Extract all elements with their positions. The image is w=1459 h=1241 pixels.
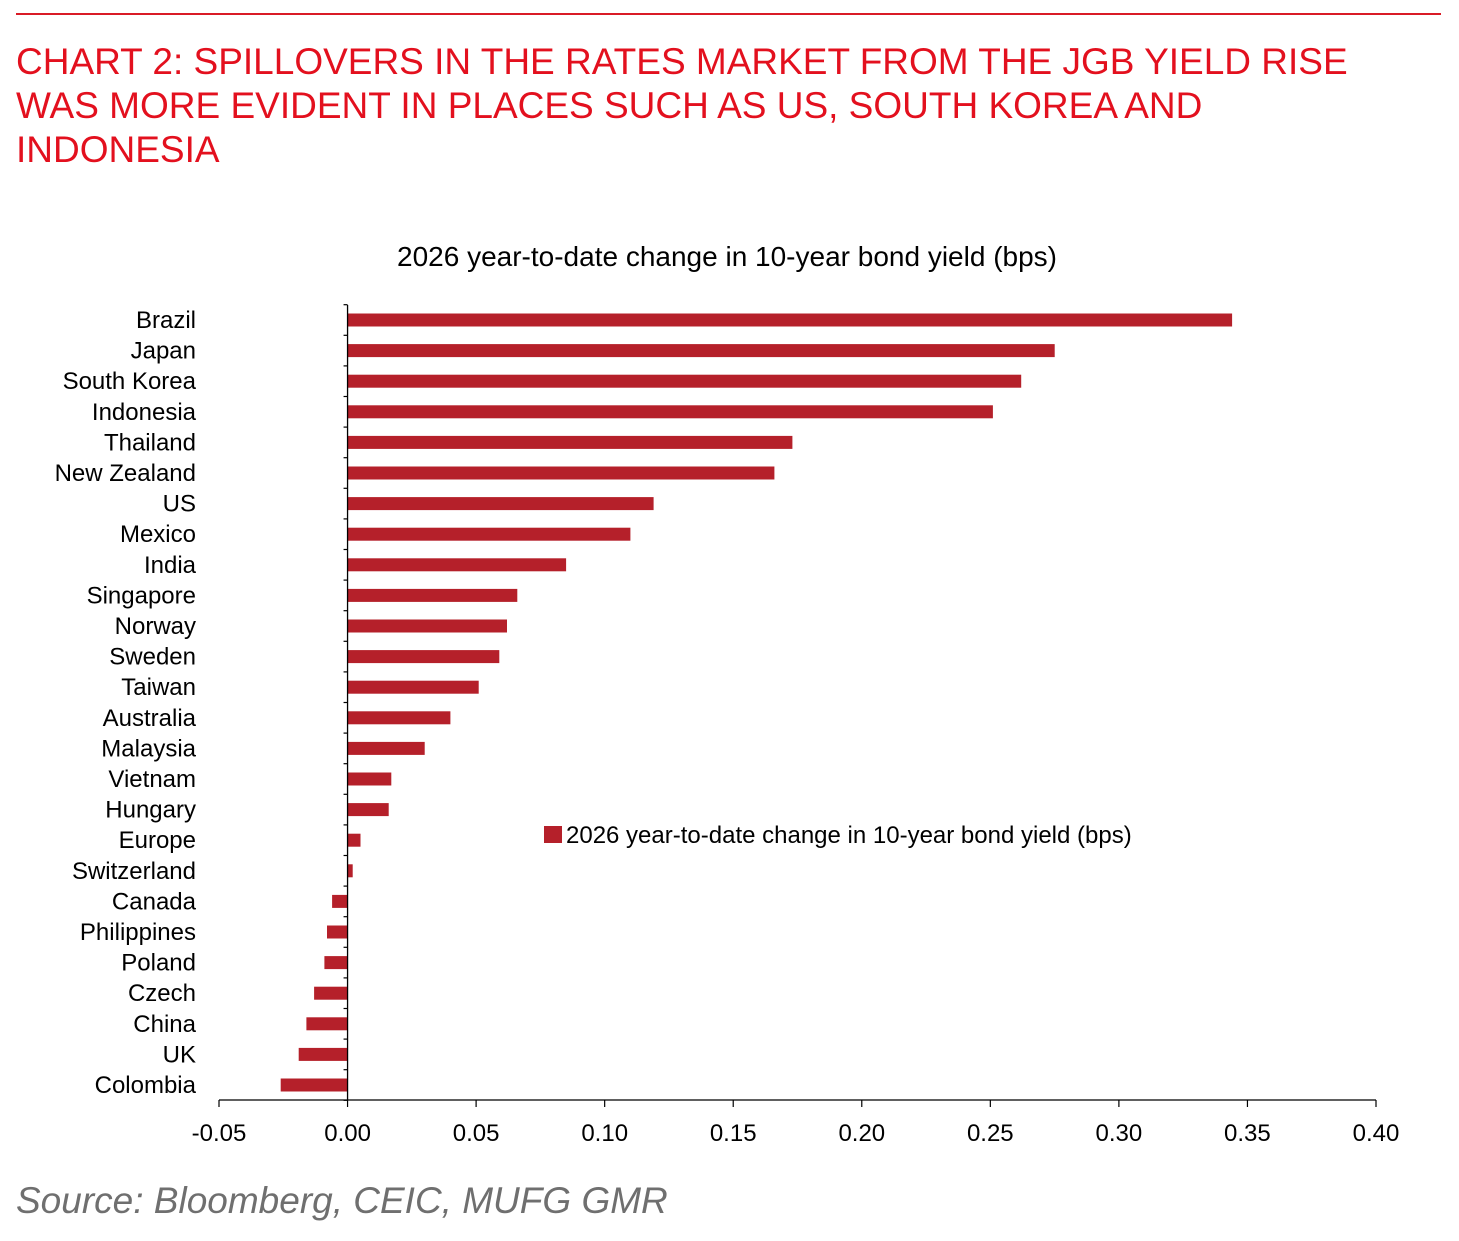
category-label: Japan: [131, 338, 196, 365]
bar: [347, 803, 389, 817]
category-labels: Brazil Japan South Korea Indonesia Thailand N…: [55, 307, 197, 1099]
bar: [306, 1017, 348, 1031]
category-label: Taiwan: [121, 674, 196, 701]
category-label: Czech: [128, 980, 196, 1007]
bar: [347, 619, 507, 633]
x-tick-label: -0.05: [192, 1120, 247, 1147]
bar: [347, 680, 479, 694]
bar-chart: 2026 year-to-date change in 10-year bond…: [55, 241, 1400, 1147]
bar: [347, 466, 775, 480]
category-label: Switzerland: [72, 858, 196, 885]
category-label: Singapore: [87, 582, 196, 609]
x-tick-label: 0.35: [1224, 1120, 1271, 1147]
x-tick-label: 0.05: [453, 1120, 500, 1147]
tick-labels: -0.05 0.00 0.05 0.10 0.15 0.20 0.25 0.30 0.35 0.4…: [192, 1120, 1400, 1147]
category-label: Indonesia: [92, 399, 197, 426]
category-label: Hungary: [105, 797, 196, 824]
headline-line: CHART 2: SPILLOVERS IN THE RATES MARKET …: [16, 41, 1348, 82]
category-label: Brazil: [136, 307, 196, 334]
category-label: Malaysia: [101, 735, 196, 762]
x-tick-label: 0.00: [324, 1120, 371, 1147]
bar: [347, 374, 1022, 388]
legend: 2026 year-to-date change in 10-year bond…: [544, 822, 1132, 849]
bar: [347, 833, 361, 847]
bar: [347, 527, 631, 541]
x-tick-label: 0.30: [1096, 1120, 1143, 1147]
bar: [347, 497, 654, 511]
category-label: Vietnam: [108, 766, 196, 793]
category-label: Mexico: [120, 521, 196, 548]
bar: [332, 894, 348, 908]
source-note: Source: Bloomberg, CEIC, MUFG GMR: [16, 1180, 668, 1221]
category-label: Philippines: [80, 919, 196, 946]
bar: [347, 864, 353, 878]
category-label: UK: [163, 1041, 196, 1068]
category-label: Poland: [121, 950, 196, 977]
category-label: Europe: [119, 827, 196, 854]
bar: [347, 313, 1233, 327]
bar: [347, 711, 451, 725]
headline-line: INDONESIA: [16, 129, 220, 170]
x-tick-label: 0.20: [838, 1120, 885, 1147]
x-tick-label: 0.10: [581, 1120, 628, 1147]
bar: [347, 772, 392, 786]
category-label: Thailand: [104, 429, 196, 456]
legend-label: 2026 year-to-date change in 10-year bond…: [566, 822, 1132, 849]
category-label: Norway: [115, 613, 196, 640]
bar: [347, 588, 518, 602]
top-rule: [16, 13, 1441, 15]
category-label: Canada: [112, 888, 197, 915]
bar: [347, 741, 425, 755]
category-label: India: [144, 552, 197, 579]
category-label: China: [133, 1011, 196, 1038]
chart-title: 2026 year-to-date change in 10-year bond…: [397, 241, 1057, 272]
bar: [298, 1047, 348, 1061]
x-tick-label: 0.25: [967, 1120, 1014, 1147]
bar: [347, 435, 793, 449]
category-label: US: [163, 491, 196, 518]
bar: [280, 1078, 348, 1092]
bars-group: [280, 313, 1233, 1092]
bar: [347, 344, 1055, 358]
bar: [324, 956, 348, 970]
category-label: Australia: [103, 705, 197, 732]
bar: [327, 925, 348, 939]
axes-group: [218, 304, 1377, 1107]
chart-headline: CHART 2: SPILLOVERS IN THE RATES MARKET …: [16, 40, 1436, 172]
x-tick-label: 0.40: [1353, 1120, 1400, 1147]
x-tick-label: 0.15: [710, 1120, 757, 1147]
bar: [314, 986, 348, 1000]
bar: [347, 558, 567, 572]
legend-swatch: [544, 826, 562, 843]
category-label: Colombia: [95, 1072, 197, 1099]
headline-line: WAS MORE EVIDENT IN PLACES SUCH AS US, S…: [16, 85, 1203, 126]
bar: [347, 405, 993, 419]
category-label: Sweden: [109, 644, 196, 671]
category-label: New Zealand: [55, 460, 196, 487]
bar: [347, 650, 500, 664]
category-label: South Korea: [63, 368, 197, 395]
